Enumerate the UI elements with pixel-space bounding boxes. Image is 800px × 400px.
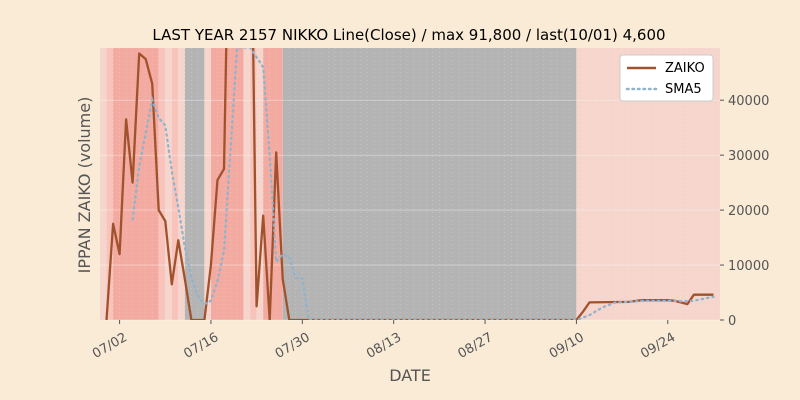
y-tick-label: 0 bbox=[728, 314, 736, 329]
background-band bbox=[210, 48, 244, 320]
y-tick-label: 30000 bbox=[728, 149, 769, 164]
background-band bbox=[106, 48, 114, 320]
background-band bbox=[250, 48, 257, 320]
background-band bbox=[165, 48, 172, 320]
x-tick-label: 08/13 bbox=[364, 330, 404, 362]
background-band bbox=[178, 48, 185, 320]
x-tick-label: 08/27 bbox=[456, 330, 496, 362]
background-band bbox=[113, 48, 159, 320]
legend: ZAIKO SMA5 bbox=[619, 54, 714, 102]
background-band bbox=[184, 48, 205, 320]
legend-sma5-label: SMA5 bbox=[665, 82, 702, 97]
background-band bbox=[256, 48, 264, 320]
x-tick-label: 09/10 bbox=[547, 330, 587, 362]
grid bbox=[99, 48, 721, 321]
background-band bbox=[263, 48, 283, 320]
x-tick-label: 07/30 bbox=[273, 330, 313, 362]
background-bands bbox=[100, 48, 720, 320]
y-tick-label: 40000 bbox=[728, 94, 769, 109]
y-tick-label: 20000 bbox=[728, 204, 769, 219]
y-tick-label: 10000 bbox=[728, 259, 769, 274]
x-tick-label: 07/02 bbox=[90, 330, 130, 362]
y-axis-label: IPPAN ZAIKO (volume) bbox=[75, 97, 94, 274]
legend-zaiko-label: ZAIKO bbox=[665, 61, 705, 76]
background-band bbox=[158, 48, 166, 320]
background-band bbox=[204, 48, 211, 320]
series-line-sma5 bbox=[131, 48, 715, 320]
background-band bbox=[243, 48, 251, 320]
background-band bbox=[100, 48, 107, 320]
x-tick-label: 07/16 bbox=[181, 330, 221, 362]
x-axis-label: DATE bbox=[389, 366, 431, 385]
series-lines bbox=[105, 48, 715, 320]
x-tick-label: 09/24 bbox=[638, 330, 678, 362]
background-band bbox=[282, 48, 577, 320]
chart-title: LAST YEAR 2157 NIKKO Line(Close) / max 9… bbox=[152, 26, 665, 44]
